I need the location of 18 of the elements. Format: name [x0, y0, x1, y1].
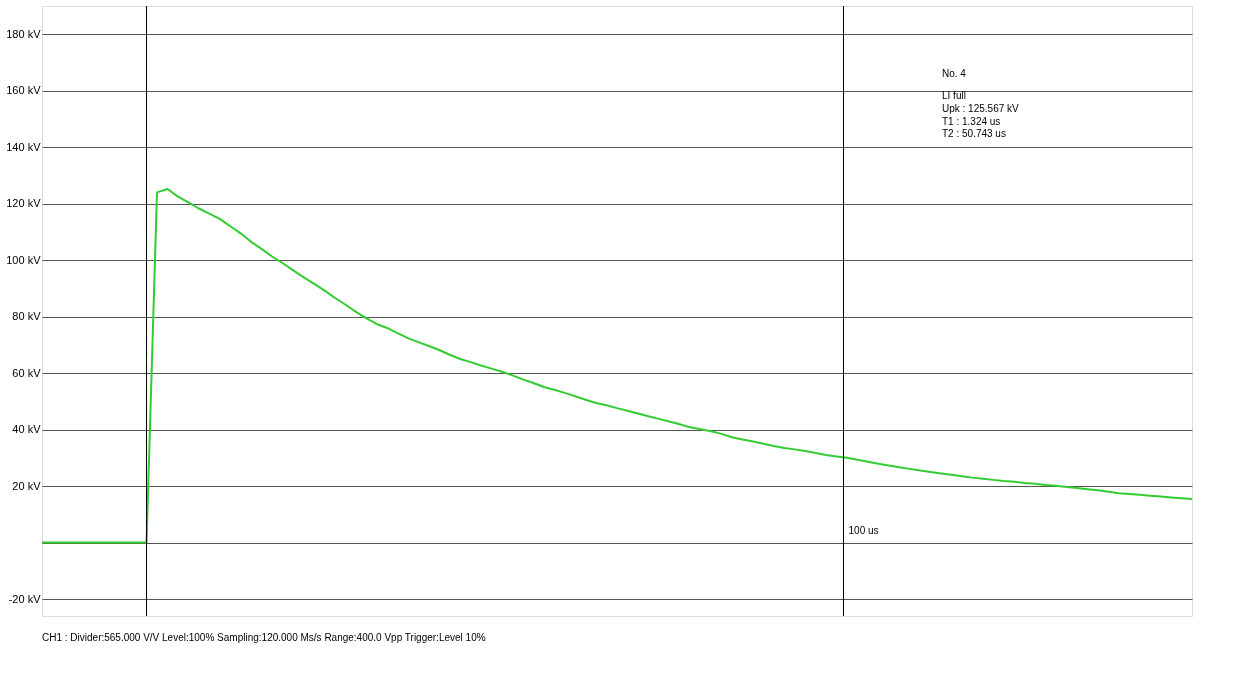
annotation: No. 4: [942, 67, 967, 79]
y-tick-label: 80 kV: [12, 310, 42, 323]
line-series: [41, 188, 1193, 544]
y-tick-label: 100 kV: [6, 253, 42, 266]
y-tick-label: 160 kV: [6, 84, 42, 97]
annotation: T1 : 1.324 us: [942, 115, 1001, 127]
y-tick-label: 40 kV: [12, 423, 42, 436]
annotation: Upk : 125.567 kV: [942, 103, 1020, 115]
annotation: LI full: [942, 90, 966, 102]
y-tick-label: 180 kV: [6, 27, 42, 40]
annotation: T2 : 50.743 us: [942, 128, 1006, 140]
y-tick-label: 20 kV: [12, 479, 42, 492]
y-tick-label: 120 kV: [6, 197, 42, 210]
text: CH1 : Divider:565.000 V/V Level:100% Sampling:120.000 Ms/s Range:400.0 Vpp Trigger:Level 10%: [42, 632, 486, 643]
annotation: 100 us: [848, 524, 879, 536]
y-tick-label: 140 kV: [6, 140, 42, 153]
y-tick-label: -20 kV: [8, 592, 42, 605]
y-tick-label: 60 kV: [12, 366, 42, 379]
